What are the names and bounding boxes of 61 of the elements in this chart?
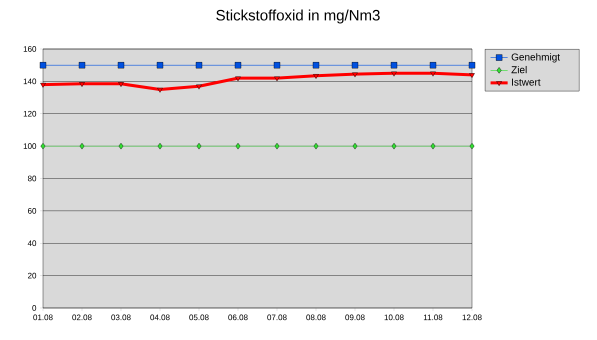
point [40,142,46,150]
point [118,82,124,87]
y-tick-label: 40 [28,240,36,246]
point [392,142,396,150]
y-tick-label: 140 [24,78,36,84]
point [118,62,124,68]
x-tick-label: 10.08 [384,314,404,320]
point [352,72,358,78]
point [430,142,436,150]
point [80,142,84,150]
point [40,62,46,68]
point [391,72,397,76]
point [352,142,358,150]
point [274,62,280,68]
x-tick-label: 07.08 [267,314,287,320]
x-tick-label: 08.08 [306,314,326,320]
point [78,62,86,68]
point [79,82,85,87]
x-tick-label: 02.08 [72,314,92,320]
point [156,62,164,68]
point [430,72,436,76]
point [236,142,240,150]
x-tick-label: 12.08 [462,314,482,320]
y-tick-label: 100 [24,143,36,149]
legend-label: Ziel [511,66,527,74]
point [157,88,163,93]
point [470,142,474,150]
point [234,62,242,68]
point [196,84,202,90]
point [40,82,46,88]
y-tick-label: 160 [24,46,36,52]
x-tick-label: 04.08 [150,314,170,320]
legend-label: Istwert [512,78,541,86]
x-tick-label: 05.08 [189,314,209,320]
point [196,142,202,150]
point [352,62,358,68]
point [468,62,476,68]
point [158,142,162,150]
y-tick-label: 20 [28,272,36,278]
point [390,62,398,68]
x-tick-label: 09.08 [345,314,365,320]
x-tick-label: 11.08 [424,314,442,320]
x-tick-label: 03.08 [111,314,131,320]
y-tick-label: 60 [28,208,36,214]
point [313,74,319,79]
point [235,76,241,82]
point [118,142,124,150]
point [312,62,320,68]
x-tick-label: 06.08 [228,314,248,320]
point [469,73,475,78]
y-tick-label: 80 [28,176,36,182]
point [274,142,280,150]
x-tick-label: 01.08 [33,314,53,320]
chart-title: Stickstoffoxid in mg/Nm3 [216,10,380,24]
y-tick-label: 120 [24,110,36,117]
point [274,76,280,82]
y-tick-label: 0 [32,305,36,311]
legend-label: Genehmigt [512,53,560,63]
point [430,62,436,68]
point [314,142,318,150]
point [196,62,202,68]
